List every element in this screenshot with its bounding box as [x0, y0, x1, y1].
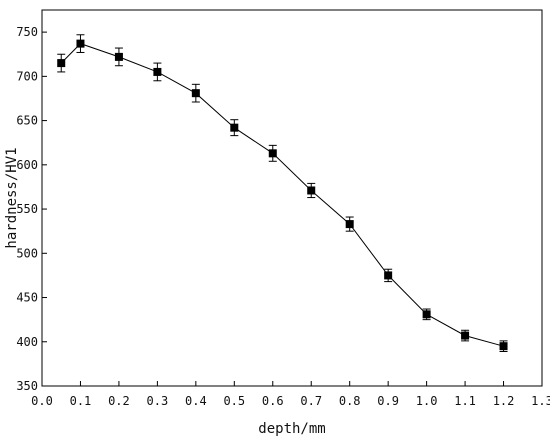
- x-tick-label: 0.1: [70, 394, 92, 408]
- x-tick-label: 0.9: [377, 394, 399, 408]
- x-tick-label: 1.0: [416, 394, 438, 408]
- y-axis-ticks: 350 400 450 500 550 600 650 700 750: [16, 25, 47, 393]
- data-point: [57, 59, 66, 68]
- x-tick-label: 1.2: [493, 394, 515, 408]
- plot-frame: [41, 9, 543, 387]
- x-tick-label: 0.3: [147, 394, 169, 408]
- y-tick-label: 400: [16, 335, 38, 349]
- y-tick-label: 750: [16, 25, 38, 39]
- data-point: [268, 149, 277, 158]
- y-tick-label: 450: [16, 291, 38, 305]
- series-line: [60, 43, 504, 347]
- x-tick-label: 0.7: [300, 394, 322, 408]
- x-tick-label: 0.4: [185, 394, 207, 408]
- x-tick-label: 0.0: [31, 394, 53, 408]
- x-tick-label: 0.2: [108, 394, 130, 408]
- y-tick-label: 350: [16, 379, 38, 393]
- y-tick-label: 500: [16, 246, 38, 260]
- x-axis-ticks: 0.0 0.1 0.2 0.3 0.4 0.5 0.6 0.7 0.8 0.9 1.0 1.1 1.2 1…: [31, 381, 550, 408]
- data-point: [345, 220, 354, 229]
- data-point: [307, 186, 316, 195]
- y-axis-title: hardness/HV1: [4, 147, 20, 248]
- x-tick-label: 1.1: [454, 394, 476, 408]
- series-hardness: [57, 34, 508, 352]
- x-tick-label: 0.6: [262, 394, 284, 408]
- y-tick-label: 550: [16, 202, 38, 216]
- data-point: [153, 67, 162, 76]
- data-point: [384, 271, 393, 280]
- data-point: [461, 331, 470, 340]
- x-tick-label: 1.3: [531, 394, 550, 408]
- x-tick-label: 0.8: [339, 394, 361, 408]
- y-tick-label: 600: [16, 158, 38, 172]
- y-tick-label: 700: [16, 69, 38, 83]
- x-axis-title: depth/mm: [258, 421, 325, 437]
- x-tick-label: 0.5: [223, 394, 245, 408]
- data-point: [422, 310, 431, 319]
- data-point: [114, 52, 123, 61]
- data-point: [191, 89, 200, 98]
- data-point: [230, 123, 239, 132]
- data-point: [499, 342, 508, 351]
- y-tick-label: 650: [16, 114, 38, 128]
- data-point: [76, 39, 85, 48]
